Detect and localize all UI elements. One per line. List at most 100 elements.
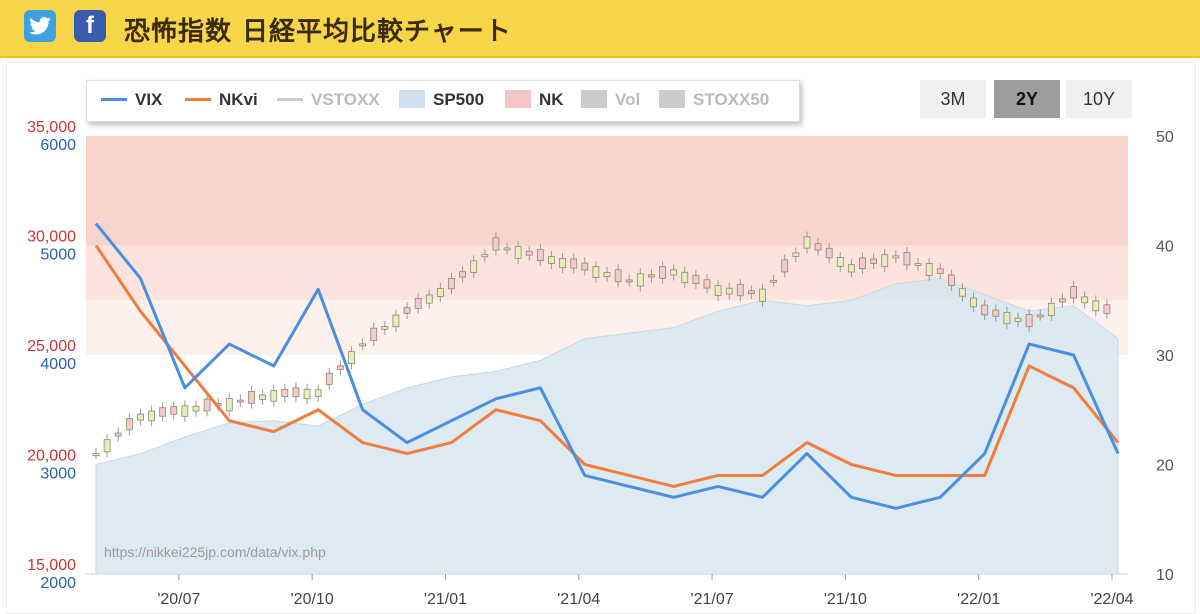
legend-label: VIX: [135, 90, 163, 109]
nk-candle: [1103, 304, 1111, 314]
nk-candle: [559, 258, 566, 269]
nk-candle: [1070, 286, 1077, 299]
nk-candle: [947, 274, 955, 287]
nk-candle: [814, 243, 822, 251]
range-button-3m[interactable]: 3M: [920, 80, 986, 118]
nkvi-line: [94, 244, 1120, 488]
legend-swatch: [399, 90, 425, 109]
nk-candle: [836, 257, 844, 267]
nk-candle: [548, 256, 555, 264]
nk-candle: [1036, 314, 1044, 318]
nk-candle: [436, 288, 444, 297]
nk-candle: [914, 263, 922, 266]
facebook-share-button[interactable]: f: [74, 10, 106, 42]
nk-candle: [825, 247, 833, 259]
x-tick-label: '20/07: [157, 591, 200, 608]
nk-candle: [159, 407, 167, 417]
range-button-2y[interactable]: 2Y: [994, 80, 1060, 118]
nk-candle: [625, 279, 633, 283]
nk-candle: [1059, 298, 1066, 303]
twitter-icon: [29, 17, 51, 35]
nk-candle: [348, 351, 355, 365]
nk-candle: [192, 405, 200, 412]
nk-candle: [892, 255, 900, 259]
nk-candle: [425, 294, 433, 304]
nk-candle: [681, 271, 689, 284]
legend-item-vstoxx[interactable]: VSTOXX: [277, 90, 380, 110]
nk-candle: [1003, 312, 1011, 325]
sp-axis-tick: 3000: [40, 466, 76, 483]
nk-candle: [736, 283, 744, 297]
x-tick-label: '21/07: [691, 591, 734, 608]
nk-candle: [414, 297, 422, 309]
legend-label: VSTOXX: [311, 90, 380, 109]
x-tick-label: '21/10: [824, 591, 867, 608]
twitter-share-button[interactable]: [24, 10, 56, 42]
nk-candle: [792, 252, 800, 257]
nk-candle: [492, 237, 500, 251]
legend-swatch: [185, 97, 211, 101]
nk-candle: [281, 388, 289, 397]
sp-axis-tick: 4000: [40, 356, 76, 373]
nk-candle: [570, 258, 578, 269]
legend-swatch: [505, 90, 531, 109]
nk-candle: [536, 249, 544, 261]
nk-band-0: [86, 136, 1128, 246]
facebook-icon: f: [86, 12, 94, 39]
nk-candle: [237, 399, 244, 403]
nk-candle: [748, 290, 755, 295]
nk-candle: [125, 418, 133, 431]
nk-candle: [759, 288, 766, 302]
legend-item-nkvi[interactable]: NKvi: [185, 90, 258, 110]
x-tick-label: '20/10: [291, 591, 334, 608]
nk-axis-tick: 15,000: [27, 557, 76, 574]
range-button-10y[interactable]: 10Y: [1066, 80, 1132, 118]
nk-axis-tick: 35,000: [27, 119, 76, 136]
nk-candle: [336, 365, 344, 370]
nk-candle: [270, 389, 278, 402]
nk-candle: [292, 387, 300, 398]
vix-line: [94, 222, 1120, 510]
legend-item-sp500[interactable]: SP500: [399, 90, 484, 110]
nk-candle: [659, 266, 666, 279]
nk-candle: [770, 279, 778, 283]
nk-candle: [870, 258, 878, 265]
nk-candle: [392, 314, 400, 328]
vix-axis-tick: 10: [1156, 567, 1174, 584]
nk-axis-tick: 20,000: [27, 448, 76, 465]
header-bar: f 恐怖指数 日経平均比較チャート: [0, 0, 1200, 58]
nk-candle: [903, 252, 911, 266]
nk-candle: [225, 398, 233, 412]
legend-item-nk[interactable]: NK: [505, 90, 564, 110]
legend-item-stoxx50[interactable]: STOXX50: [659, 90, 769, 110]
nk-candle: [581, 262, 589, 271]
nk-candle: [992, 309, 1000, 317]
legend-label: NK: [539, 90, 564, 109]
nk-candle: [847, 264, 855, 273]
nk-candle: [103, 439, 111, 453]
nk-candle: [403, 307, 411, 314]
nk-candle: [325, 372, 333, 385]
nk-candle: [1025, 314, 1033, 328]
legend-item-vix[interactable]: VIX: [101, 90, 162, 110]
nk-candle: [592, 266, 600, 278]
nk-candle: [481, 254, 489, 258]
sp-axis-tick: 5000: [40, 247, 76, 264]
nk-candle: [725, 287, 733, 295]
legend-swatch: [277, 97, 303, 101]
sp-axis-tick: 2000: [40, 575, 76, 592]
source-url: https://nikkei225jp.com/data/vix.php: [104, 544, 326, 560]
legend-label: Vol: [615, 90, 641, 109]
nk-candle: [503, 247, 511, 251]
page-title: 恐怖指数 日経平均比較チャート: [124, 17, 512, 47]
nk-candle: [470, 260, 478, 273]
x-tick-label: '22/04: [1090, 591, 1133, 608]
nk-candle: [148, 410, 155, 422]
legend-item-vol[interactable]: Vol: [581, 90, 640, 110]
vix-axis-tick: 50: [1156, 129, 1174, 146]
nk-candle: [648, 274, 655, 278]
nk-candle: [514, 246, 522, 259]
vix-axis-tick: 30: [1156, 348, 1174, 365]
chart-legend: VIX NKvi VSTOXX SP500 NK Vol STOXX50: [86, 80, 800, 122]
